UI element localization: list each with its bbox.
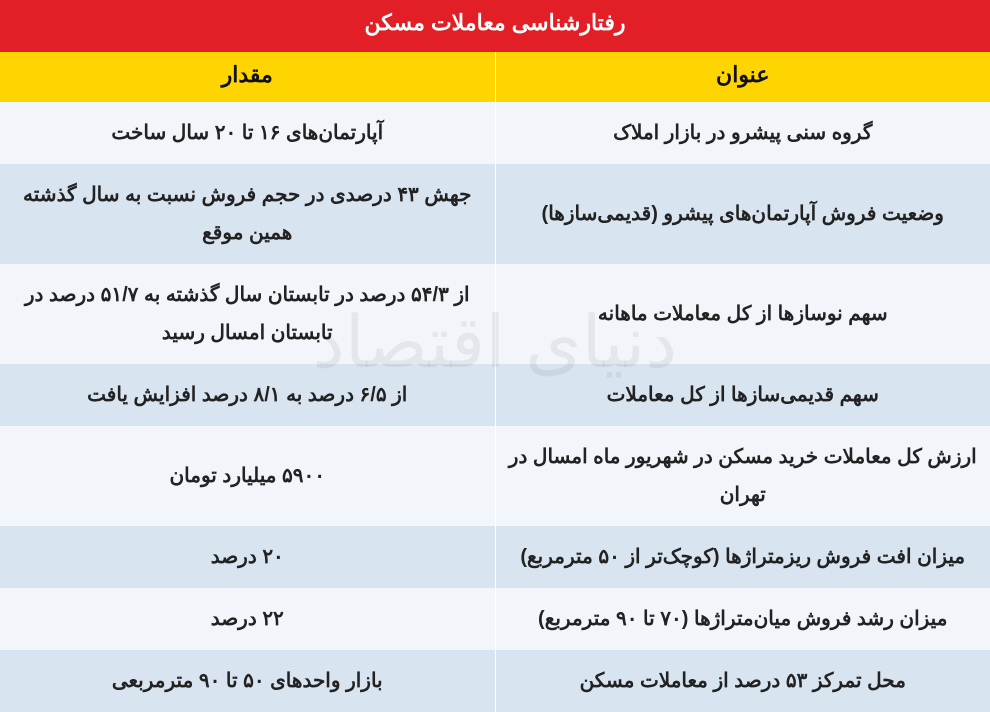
cell-value: جهش ۴۳ درصدی در حجم فروش نسبت به سال گذش…	[0, 164, 495, 264]
table-row: میزان افت فروش ریزمتراژها (کوچک‌تر از ۵۰…	[0, 526, 990, 588]
cell-title: میزان افت فروش ریزمتراژها (کوچک‌تر از ۵۰…	[495, 526, 990, 588]
cell-value: ۲۲ درصد	[0, 588, 495, 650]
table-row: میزان رشد فروش میان‌متراژها (۷۰ تا ۹۰ مت…	[0, 588, 990, 650]
cell-title: سهم قدیمی‌سازها از کل معاملات	[495, 364, 990, 426]
title-row: رفتارشناسی معاملات مسکن	[0, 0, 990, 51]
cell-value: آپارتمان‌های ۱۶ تا ۲۰ سال ساخت	[0, 102, 495, 164]
cell-value: از ۵۴/۳ درصد در تابستان سال گذشته به ۵۱/…	[0, 264, 495, 364]
cell-title: وضعیت فروش آپارتمان‌های پیشرو (قدیمی‌ساز…	[495, 164, 990, 264]
table-row: ارزش کل معاملات خرید مسکن در شهریور ماه …	[0, 426, 990, 526]
table-row: وضعیت فروش آپارتمان‌های پیشرو (قدیمی‌ساز…	[0, 164, 990, 264]
cell-title: سهم نوسازها از کل معاملات ماهانه	[495, 264, 990, 364]
cell-value: بازار واحدهای ۵۰ تا ۹۰ مترمربعی	[0, 650, 495, 712]
cell-title: گروه سنی پیشرو در بازار املاک	[495, 102, 990, 164]
data-table: رفتارشناسی معاملات مسکن عنوان مقدار گروه…	[0, 0, 990, 712]
cell-value: از ۶/۵ درصد به ۸/۱ درصد افزایش یافت	[0, 364, 495, 426]
cell-value: ۲۰ درصد	[0, 526, 495, 588]
cell-title: میزان رشد فروش میان‌متراژها (۷۰ تا ۹۰ مت…	[495, 588, 990, 650]
cell-value: ۵۹۰۰ میلیارد تومان	[0, 426, 495, 526]
header-title: عنوان	[495, 51, 990, 102]
table-row: سهم قدیمی‌سازها از کل معاملات از ۶/۵ درص…	[0, 364, 990, 426]
table-row: گروه سنی پیشرو در بازار املاک آپارتمان‌ه…	[0, 102, 990, 164]
table-title: رفتارشناسی معاملات مسکن	[0, 0, 990, 51]
table-row: محل تمرکز ۵۳ درصد از معاملات مسکن بازار …	[0, 650, 990, 712]
cell-title: ارزش کل معاملات خرید مسکن در شهریور ماه …	[495, 426, 990, 526]
table-container: دنیای اقتصاد رفتارشناسی معاملات مسکن عنو…	[0, 0, 990, 712]
cell-title: محل تمرکز ۵۳ درصد از معاملات مسکن	[495, 650, 990, 712]
header-row: عنوان مقدار	[0, 51, 990, 102]
header-value: مقدار	[0, 51, 495, 102]
table-row: سهم نوسازها از کل معاملات ماهانه از ۵۴/۳…	[0, 264, 990, 364]
